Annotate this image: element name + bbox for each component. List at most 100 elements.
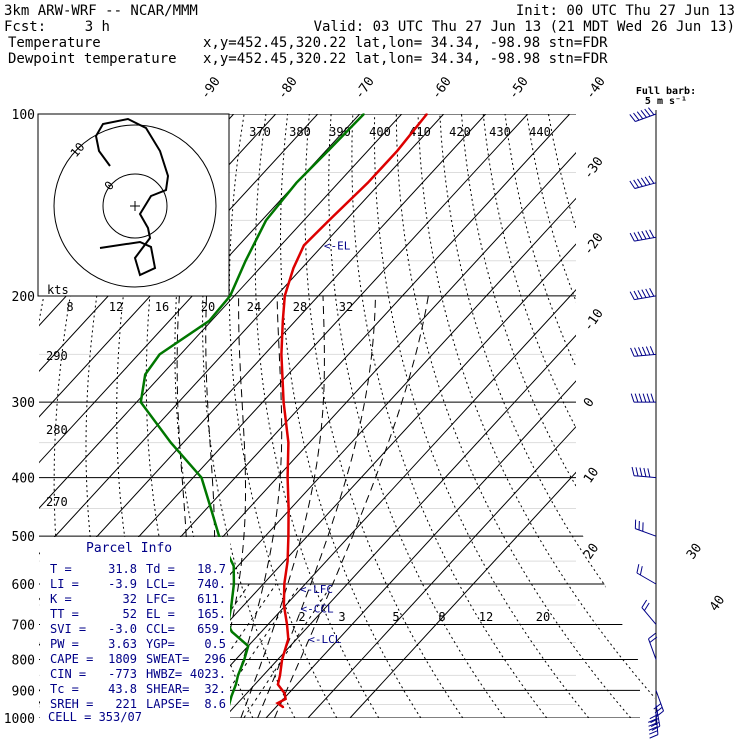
temperature-point-10 (283, 583, 286, 585)
level-markers: <-EL <-LFC <-CCL <-LCL (300, 239, 351, 646)
dry-adiabat-350 (304, 114, 464, 718)
dewpoint-point-10 (232, 565, 235, 567)
temperature-line (275, 113, 428, 709)
parcel-value-pw: 3.63 (108, 637, 137, 651)
wind-barb-flag-980-3 (648, 722, 658, 727)
isotherm-40 (307, 114, 655, 718)
dry-adiabat-320 (228, 114, 338, 718)
theta-label-390: 390 (329, 125, 351, 139)
dewpoint-point-15 (140, 401, 142, 404)
parcel-value-lfc: 611. (197, 592, 226, 606)
dry-adiabat-340 (279, 114, 422, 718)
parcel-value-sweat: 296 (204, 652, 226, 666)
parcel-value-t: 31.8 (108, 562, 137, 576)
isotherm-label--70: -70 (352, 74, 378, 102)
temperature-point-3 (283, 692, 286, 695)
wind-barb-flag-700-0 (641, 599, 648, 608)
wind-barb-flag-130-3 (640, 177, 647, 186)
wind-barb-flag-160-1 (633, 232, 639, 241)
parcel-label-lapse: LAPSE= (146, 697, 189, 711)
temperature-point-6 (281, 658, 283, 661)
wind-barb-flag-700-1 (643, 602, 650, 611)
parcel-label-tt: TT = (50, 607, 79, 621)
hodograph: 10 0 kts (37, 113, 230, 297)
isotherm-label--80: -80 (275, 74, 301, 102)
wind-barb-flag-800-1 (649, 636, 658, 643)
temperature-point-4 (277, 683, 279, 686)
pressure-label-100: 100 (12, 108, 35, 123)
wind-barb-flag-980-4 (648, 718, 657, 723)
sounding-profiles (139, 113, 428, 709)
isotherm-label--90: -90 (198, 74, 224, 102)
parcel-label-t: T = (50, 562, 72, 576)
dewpoint-point-18 (208, 320, 211, 322)
wind-barb-flag-400-0 (631, 466, 635, 476)
temperature-point-9 (283, 604, 285, 606)
mixing-ratio-20 (243, 583, 333, 718)
parcel-label-ygp: YGP= (146, 637, 175, 651)
wind-barb-flag-160-4 (645, 230, 651, 239)
temperature-point-24 (396, 149, 399, 152)
mixing-ratio-label-5: 5 (392, 610, 399, 624)
pressure-label-400: 400 (12, 472, 35, 487)
wind-barb-flag-600-1 (639, 566, 643, 576)
dewpoint-point-17 (158, 353, 161, 356)
wind-barb-flag-130-2 (637, 178, 643, 187)
dry-adiabat-420 (461, 114, 655, 718)
init-time: Init: 00 UTC Thu 27 Jun 13 (516, 3, 735, 19)
wind-barb-flag-250-1 (634, 347, 639, 357)
wind-barb-flag-950-1 (650, 721, 660, 727)
isotherm-label--60: -60 (429, 74, 455, 102)
isotherm-label-10: 10 (581, 465, 602, 486)
wind-barb-100 (635, 113, 657, 122)
temperature-point-23 (367, 182, 369, 184)
parcel-label-cape: CAPE = (50, 652, 93, 666)
isotherm-20 (223, 114, 655, 718)
wind-barb-flag-160-2 (637, 231, 643, 240)
forecast-hour: 3 h (85, 19, 110, 35)
isotherm-label-20: 20 (581, 541, 602, 562)
isotherm-label-30: 30 (684, 541, 705, 562)
dry-adiabat-410 (439, 114, 655, 718)
level-marker-el: <-EL (324, 239, 351, 252)
wind-profile (629, 107, 664, 739)
theta-e-label-12: 12 (109, 300, 123, 314)
dry-adiabat-380 (373, 114, 590, 718)
temperature-point-19 (284, 295, 286, 297)
parcel-value-el: 165. (197, 607, 226, 621)
wind-barb-flag-100-3 (640, 110, 647, 118)
dry-adiabat-430 (482, 114, 655, 718)
dewpoint-point-21 (265, 219, 267, 222)
wind-barb-flag-900-2 (653, 703, 662, 710)
wind-barb-flag-100-0 (629, 114, 636, 122)
wind-barb-800 (648, 638, 657, 660)
isotherm--80 (39, 114, 361, 718)
parcel-label-ccl: CCL= (146, 622, 175, 636)
legend-dewpoint: Dewpoint temperature (8, 51, 177, 67)
mixing-ratio-label-8: 8 (438, 610, 445, 624)
wind-barb-flag-600-0 (636, 564, 640, 574)
wind-barb-flag-200-0 (629, 291, 635, 300)
parcel-label-sreh: SREH = (50, 697, 93, 711)
dewpoint-point-13 (200, 476, 203, 479)
mixing-ratio-label-2: 2 (298, 610, 305, 624)
parcel-label-sweat: SWEAT= (146, 652, 189, 666)
wind-barb-flag-200-5 (649, 288, 655, 297)
thermo-grid (39, 114, 655, 718)
parcel-info-title: Parcel Info (86, 541, 172, 556)
temperature-point-15 (287, 441, 290, 444)
dewpoint-point-11 (218, 535, 220, 537)
isotherm-label-0: 0 (581, 395, 598, 410)
parcel-label-svi: SVI = (50, 622, 86, 636)
isotherm--60 (39, 114, 445, 718)
hodograph-frame (37, 113, 230, 297)
level-marker-lcl: <-LCL (308, 633, 341, 646)
parcel-label-shear: SHEAR= (146, 682, 189, 696)
wind-barb-flag-800-0 (648, 632, 656, 640)
dry-adiabat-460 (548, 114, 655, 718)
wind-barb-flag-300-4 (646, 393, 651, 403)
mixing-ratio-label-12: 12 (479, 610, 493, 624)
theta-label-430: 430 (489, 125, 511, 139)
moist-adiabat-20 (223, 295, 283, 718)
theta-label-440: 440 (529, 125, 551, 139)
